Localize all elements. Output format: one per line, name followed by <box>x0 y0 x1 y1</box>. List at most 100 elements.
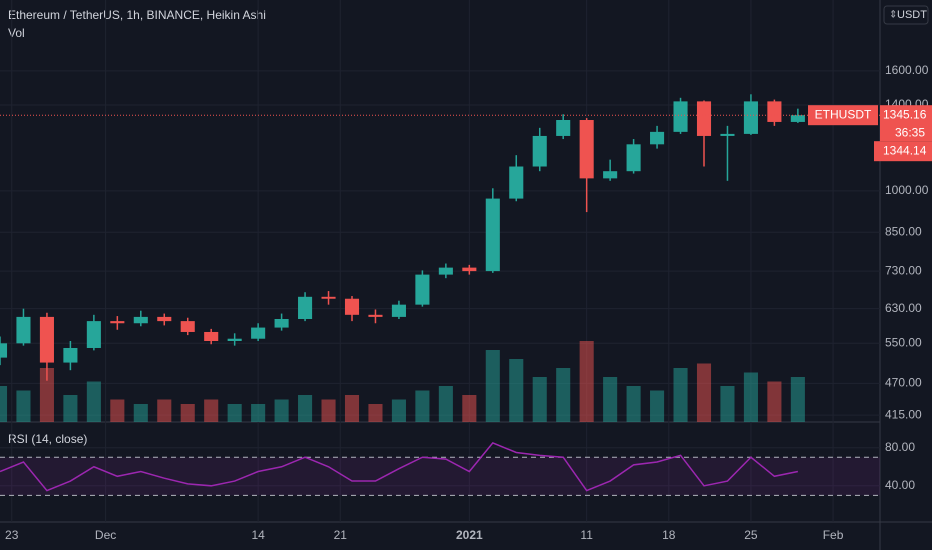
candle-body <box>298 296 313 319</box>
candle-body <box>321 296 336 299</box>
candle-body <box>368 314 383 317</box>
volume-bar <box>743 372 758 422</box>
volume-bar <box>133 404 148 422</box>
volume-bar <box>391 399 406 422</box>
price-tag <box>880 105 932 142</box>
y-tick-label: 730.00 <box>885 263 922 277</box>
volume-bar <box>767 381 782 422</box>
candle-body <box>63 347 78 363</box>
volume-bar <box>462 395 477 422</box>
candle-body <box>743 101 758 134</box>
volume-bar <box>556 368 571 422</box>
candle-body <box>603 171 618 179</box>
y-tick-label: 850.00 <box>885 224 922 238</box>
x-tick-label: 14 <box>251 528 265 542</box>
candle-body <box>696 101 712 136</box>
x-tick-label: 21 <box>334 528 348 542</box>
candle-body <box>180 321 195 332</box>
volume-bar <box>344 395 360 422</box>
rsi-line <box>0 442 799 492</box>
candle-body <box>509 166 524 199</box>
symbol-label: ETHUSDT <box>815 107 872 121</box>
currency-box[interactable] <box>883 5 929 25</box>
volume-bar <box>720 386 735 422</box>
volume-bar <box>673 368 688 422</box>
price-tag <box>874 141 932 162</box>
candle-body <box>650 131 665 145</box>
volume-bar <box>298 395 313 422</box>
y-tick-label: 630.00 <box>885 301 922 315</box>
countdown-label: 36:35 <box>895 125 925 139</box>
volume-label: Vol <box>8 26 25 40</box>
volume-bar <box>579 341 594 422</box>
volume-bar <box>86 381 101 422</box>
candle-body <box>579 120 594 179</box>
volume-bar <box>603 377 618 422</box>
x-tick-label: Feb <box>823 528 844 542</box>
candle-body <box>462 267 477 272</box>
volume-bar <box>274 399 289 422</box>
volume-bar <box>485 350 500 422</box>
volume-bar <box>180 404 195 422</box>
x-tick-label: 25 <box>744 528 758 542</box>
candle-body <box>532 135 547 167</box>
volume-bar <box>16 390 31 422</box>
x-tick-label: 2021 <box>456 528 483 542</box>
candle-body <box>485 198 500 272</box>
y-tick-label: 415.00 <box>885 407 922 421</box>
candle-body <box>274 318 289 328</box>
volume-bar <box>251 404 266 422</box>
currency[interactable]: USDT <box>897 9 927 21</box>
volume-bar <box>368 404 383 422</box>
candle-body <box>391 304 406 317</box>
volume-bar <box>438 386 453 422</box>
x-tick-label: 23 <box>5 528 19 542</box>
chart-title: Ethereum / TetherUS, 1h, BINANCE, Heikin… <box>8 8 266 22</box>
candle-body <box>790 115 805 122</box>
currency-arrow[interactable]: ⇕ <box>889 10 897 21</box>
candle-body <box>133 316 148 324</box>
candle-body <box>438 267 453 275</box>
volume-bar <box>0 386 8 422</box>
currency-button[interactable]: ⇕ USDT <box>883 5 929 25</box>
volume-bar <box>63 395 78 422</box>
x-tick-label: 11 <box>580 528 593 542</box>
candle-body <box>86 321 101 348</box>
volume-bar <box>650 390 665 422</box>
volume-bar <box>696 363 712 422</box>
candle-body <box>204 331 219 342</box>
volume-bar <box>790 377 805 422</box>
volume-bar <box>204 399 219 422</box>
y-tick-label: 1000.00 <box>885 183 929 197</box>
symbol-tag <box>808 105 878 126</box>
second-price-label: 1344.14 <box>883 143 927 157</box>
volume-bar <box>227 404 242 422</box>
y-tick-label: 40.00 <box>885 478 915 492</box>
candle-body <box>157 316 172 322</box>
volume-bar <box>321 399 336 422</box>
y-tick-label: 470.00 <box>885 376 922 390</box>
candle-body <box>767 101 782 122</box>
x-tick-label: Dec <box>95 528 116 542</box>
volume-bar <box>509 359 524 422</box>
volume-bar <box>39 368 54 422</box>
candle-body <box>673 101 688 132</box>
candle-body <box>0 343 8 358</box>
candle-body <box>720 133 735 136</box>
candle-body <box>415 274 430 305</box>
rsi-title: RSI (14, close) <box>8 432 87 446</box>
candle-body <box>251 327 266 339</box>
y-tick-label: 1600.00 <box>885 63 929 77</box>
candle-body <box>110 321 125 324</box>
rsi-band <box>0 457 880 496</box>
candle-body <box>556 120 571 136</box>
y-tick-label: 550.00 <box>885 335 922 349</box>
last-price-label: 1345.16 <box>883 107 927 121</box>
candle-body <box>16 316 31 344</box>
volume-bar <box>415 390 430 422</box>
candle-body <box>626 144 641 172</box>
candle-body <box>39 316 54 363</box>
volume-bar <box>532 377 547 422</box>
